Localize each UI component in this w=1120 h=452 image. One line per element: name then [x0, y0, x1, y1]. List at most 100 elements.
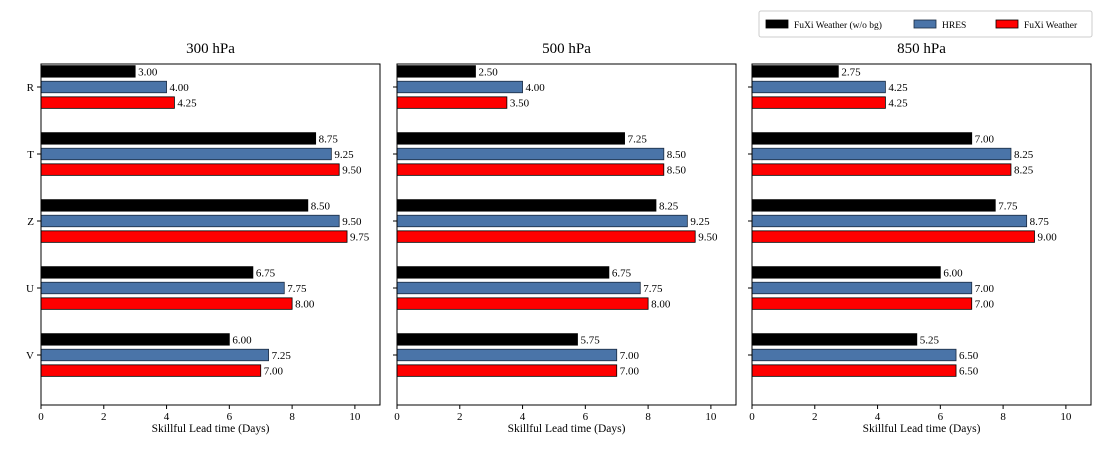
bar-Z-2: [40, 230, 348, 243]
x-axis-label: Skillful Lead time (Days): [152, 423, 270, 435]
bar-U-1: [751, 281, 973, 295]
bar-value-label: 2.50: [478, 66, 498, 78]
plot-frame: [396, 63, 737, 406]
bar-R-0: [751, 65, 839, 78]
bar-T-0: [751, 132, 973, 145]
bar-V-2: [396, 364, 618, 377]
bar-Z-0: [396, 199, 657, 212]
bar-value-label: 4.00: [170, 82, 190, 94]
legend-label: FuXi Weather (w/o bg): [794, 20, 882, 31]
bar-V-0: [396, 333, 578, 346]
x-tick-label: 4: [875, 411, 881, 423]
x-tick-label: 10: [1060, 411, 1072, 423]
y-tick-label: V: [26, 350, 34, 362]
bar-Z-1: [40, 214, 340, 228]
bar-value-label: 6.75: [612, 267, 632, 279]
x-tick-label: 8: [645, 411, 651, 423]
bar-value-label: 9.50: [698, 232, 718, 244]
x-axis-label: Skillful Lead time (Days): [508, 423, 626, 435]
bar-T-1: [396, 147, 665, 161]
bar-T-1: [40, 147, 332, 161]
bar-V-1: [40, 348, 269, 362]
bar-value-label: 9.50: [342, 165, 362, 177]
plot-frame: [40, 63, 381, 406]
bar-R-0: [396, 65, 476, 78]
bar-V-0: [40, 333, 230, 346]
legend-label: HRES: [942, 21, 966, 31]
legend-label: FuXi Weather: [1024, 21, 1078, 31]
x-tick-label: 8: [289, 411, 295, 423]
bar-U-2: [40, 297, 293, 310]
bar-value-label: 4.25: [888, 98, 908, 110]
y-tick-label: Z: [27, 216, 34, 228]
bar-V-2: [751, 364, 957, 377]
bar-value-label: 8.50: [667, 149, 687, 161]
bar-V-2: [40, 364, 262, 377]
bar-U-1: [396, 281, 641, 295]
x-tick-label: 4: [520, 411, 526, 423]
bar-value-label: 8.50: [667, 165, 687, 177]
legend-swatch: [913, 19, 937, 29]
bar-value-label: 5.75: [580, 334, 600, 346]
bar-R-0: [40, 65, 136, 78]
x-tick-label: 0: [38, 411, 44, 423]
x-tick-label: 2: [101, 411, 107, 423]
bar-value-label: 5.25: [920, 334, 940, 346]
bar-Z-1: [396, 214, 688, 228]
bar-value-label: 8.75: [1030, 216, 1050, 228]
bar-U-1: [40, 281, 285, 295]
bar-value-label: 8.25: [659, 200, 679, 212]
bar-value-label: 6.75: [256, 267, 276, 279]
legend-swatch: [765, 19, 789, 29]
bar-U-2: [396, 297, 649, 310]
bar-value-label: 4.25: [177, 98, 197, 110]
x-tick-label: 6: [227, 411, 233, 423]
bar-value-label: 6.00: [943, 267, 963, 279]
bar-R-2: [40, 96, 175, 109]
x-tick-label: 0: [394, 411, 400, 423]
bar-value-label: 4.00: [526, 82, 546, 94]
bar-value-label: 9.75: [350, 232, 370, 244]
bar-Z-2: [751, 230, 1035, 243]
bar-value-label: 9.50: [342, 216, 362, 228]
bar-R-2: [396, 96, 508, 109]
bar-T-1: [751, 147, 1012, 161]
bar-value-label: 7.75: [998, 200, 1018, 212]
bar-Z-0: [751, 199, 996, 212]
panel-title: 850 hPa: [897, 41, 946, 57]
bar-U-0: [751, 266, 941, 279]
bar-T-2: [751, 163, 1012, 176]
bar-value-label: 7.00: [975, 299, 995, 311]
bar-T-0: [40, 132, 317, 145]
bar-value-label: 6.00: [232, 334, 252, 346]
bar-value-label: 7.00: [620, 366, 640, 378]
bar-U-0: [40, 266, 254, 279]
panel-title: 500 hPa: [542, 41, 591, 57]
bar-R-2: [751, 96, 886, 109]
bar-R-1: [40, 80, 167, 94]
x-tick-label: 2: [457, 411, 463, 423]
x-tick-label: 8: [1000, 411, 1006, 423]
bar-V-1: [751, 348, 957, 362]
bar-V-1: [396, 348, 618, 362]
bar-value-label: 7.00: [264, 366, 284, 378]
bar-U-0: [396, 266, 610, 279]
bar-value-label: 9.25: [690, 216, 710, 228]
bar-value-label: 7.00: [620, 350, 640, 362]
bar-Z-0: [40, 199, 309, 212]
bar-value-label: 3.00: [138, 66, 158, 78]
y-tick-label: R: [27, 82, 35, 94]
bar-value-label: 8.00: [295, 299, 315, 311]
x-tick-label: 10: [705, 411, 717, 423]
x-tick-label: 10: [349, 411, 361, 423]
bar-U-2: [751, 297, 973, 310]
bar-value-label: 6.50: [959, 350, 979, 362]
bar-value-label: 4.25: [888, 82, 908, 94]
bar-value-label: 7.25: [628, 133, 648, 145]
y-tick-label: U: [26, 283, 34, 295]
bar-value-label: 7.00: [975, 283, 995, 295]
bar-value-label: 6.50: [959, 366, 979, 378]
bar-R-1: [396, 80, 523, 94]
